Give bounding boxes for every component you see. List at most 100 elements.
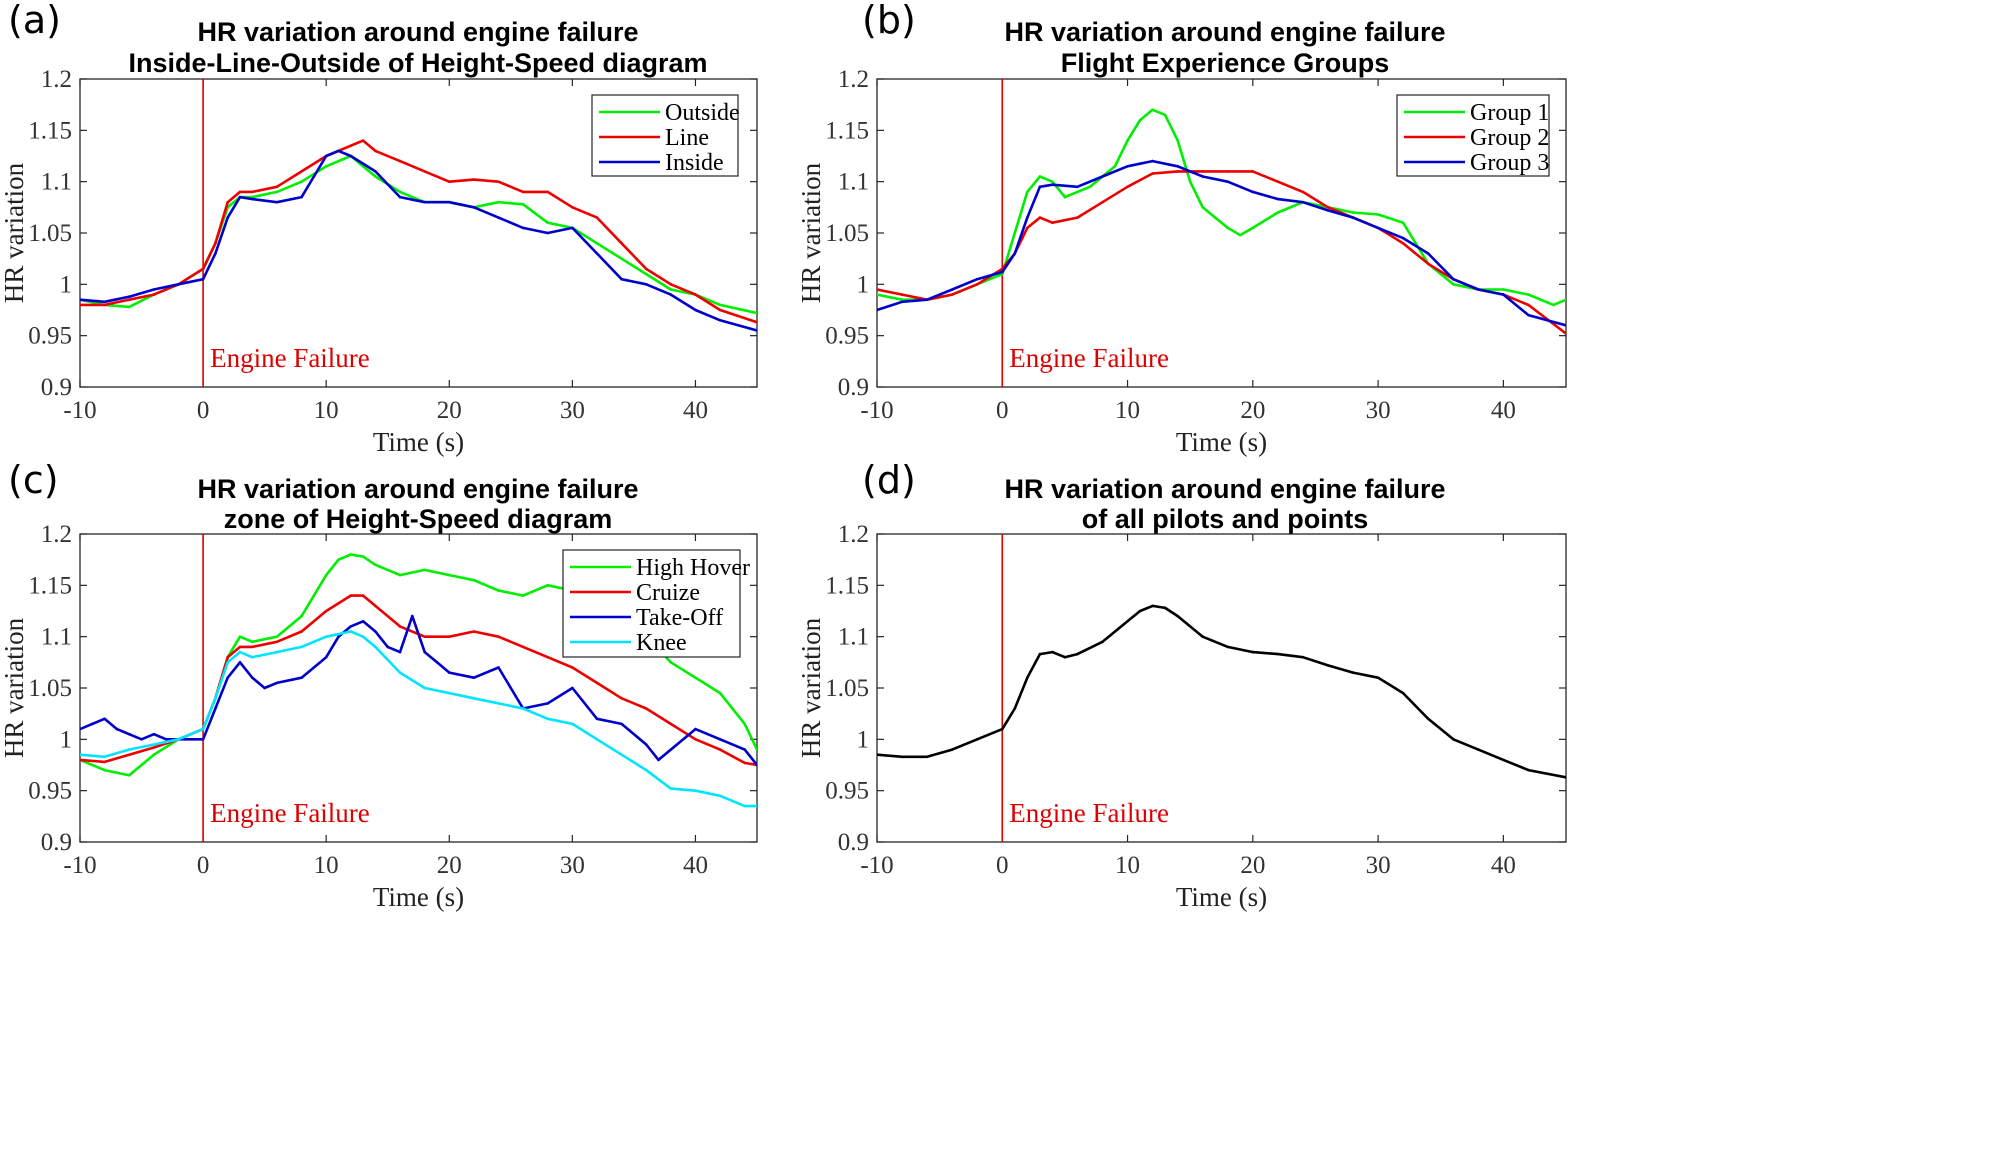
engine-failure-label: Engine Failure — [1009, 798, 1169, 828]
x-tick-label: 40 — [1491, 397, 1516, 424]
data-point — [1326, 209, 1330, 212]
data-point — [472, 578, 476, 582]
data-point — [374, 604, 377, 608]
data-point — [1226, 180, 1230, 183]
data-point — [644, 768, 648, 772]
data-point — [448, 691, 451, 695]
data-point — [1076, 652, 1079, 656]
data-point — [1051, 650, 1054, 654]
y-tick-label: 1.05 — [28, 220, 72, 247]
data-point — [423, 170, 427, 173]
x-tick-label: 0 — [197, 397, 210, 424]
y-tick-label: 1.15 — [825, 117, 869, 144]
data-point — [1201, 206, 1204, 209]
legend-entry: Take-Off — [636, 605, 723, 631]
data-point — [595, 216, 599, 219]
data-point — [521, 190, 525, 194]
data-point — [423, 686, 427, 690]
data-point — [214, 697, 217, 700]
data-point — [1126, 185, 1129, 189]
chart-subtitle: Flight Experience Groups — [1061, 48, 1390, 78]
data-point — [546, 584, 549, 587]
y-tick-label: 1 — [60, 726, 73, 753]
x-tick-label: 20 — [437, 852, 462, 879]
data-point — [694, 676, 697, 679]
data-point — [300, 170, 303, 173]
data-point — [1401, 236, 1405, 240]
data-point — [275, 200, 279, 204]
data-point — [1176, 165, 1179, 168]
data-point — [398, 625, 402, 628]
data-point — [472, 630, 476, 633]
data-point — [497, 200, 500, 204]
data-point — [214, 242, 217, 245]
data-point — [80, 753, 82, 756]
panel-2: (b) HR variation around engine failureFli… — [796, 0, 1567, 457]
data-point — [1351, 671, 1355, 674]
y-tick-label: 1.2 — [838, 521, 869, 548]
data-point — [435, 661, 439, 664]
data-point — [644, 707, 648, 710]
data-point — [91, 722, 94, 726]
x-tick-label: -10 — [860, 397, 893, 424]
data-point — [1564, 776, 1566, 779]
data-point — [374, 645, 377, 649]
data-point — [423, 568, 427, 572]
data-point — [595, 252, 599, 255]
data-point — [423, 650, 427, 654]
data-point — [275, 640, 279, 644]
data-point — [755, 329, 757, 332]
data-point — [251, 676, 254, 679]
data-point — [718, 748, 722, 751]
data-point — [103, 760, 106, 764]
data-point — [324, 635, 328, 638]
legend-entry: Cruize — [636, 580, 700, 606]
data-point — [1126, 165, 1129, 168]
y-tick-label: 1.1 — [41, 169, 72, 196]
y-tick-label: 1 — [857, 271, 870, 298]
y-tick-label: 1.15 — [28, 117, 72, 144]
data-point — [1063, 195, 1067, 199]
data-point — [226, 676, 229, 679]
data-point — [300, 614, 303, 618]
data-point — [201, 277, 205, 281]
x-tick-label: 20 — [437, 397, 462, 424]
data-point — [521, 203, 525, 206]
data-point — [1051, 180, 1054, 183]
chart-title: HR variation around engine failure — [197, 17, 638, 47]
y-axis-label: HR variation — [796, 162, 826, 303]
y-tick-label: 1.2 — [41, 66, 72, 93]
data-point — [1026, 676, 1029, 679]
x-tick-label: 40 — [683, 397, 708, 424]
data-point — [1251, 226, 1255, 230]
data-point — [743, 722, 746, 726]
data-point — [103, 717, 106, 721]
data-point — [1376, 676, 1380, 679]
data-point — [1151, 604, 1154, 608]
data-point — [1527, 303, 1530, 307]
y-tick-label: 0.9 — [838, 829, 869, 856]
legend-entry: Group 2 — [1470, 125, 1549, 151]
chart-subtitle: of all pilots and points — [1082, 504, 1369, 534]
legend-entry: Line — [665, 125, 709, 151]
legend-entry: Group 3 — [1470, 150, 1549, 176]
data-point — [361, 620, 365, 623]
data-point — [546, 221, 549, 224]
data-point — [1101, 200, 1104, 204]
data-point — [1276, 180, 1280, 183]
legend-entry: Inside — [665, 150, 724, 176]
data-point — [275, 185, 279, 189]
data-point — [1026, 216, 1029, 219]
data-point — [755, 804, 757, 808]
data-point — [1101, 640, 1104, 644]
data-point — [448, 573, 451, 577]
y-tick-label: 1.1 — [838, 624, 869, 651]
data-point — [900, 300, 904, 304]
data-point — [595, 242, 599, 245]
panel-1: (a) HR variation around engine failureIns… — [0, 0, 758, 457]
data-point — [472, 697, 476, 700]
data-point — [1477, 748, 1480, 751]
x-tick-label: -10 — [860, 852, 893, 879]
data-point — [300, 180, 303, 183]
